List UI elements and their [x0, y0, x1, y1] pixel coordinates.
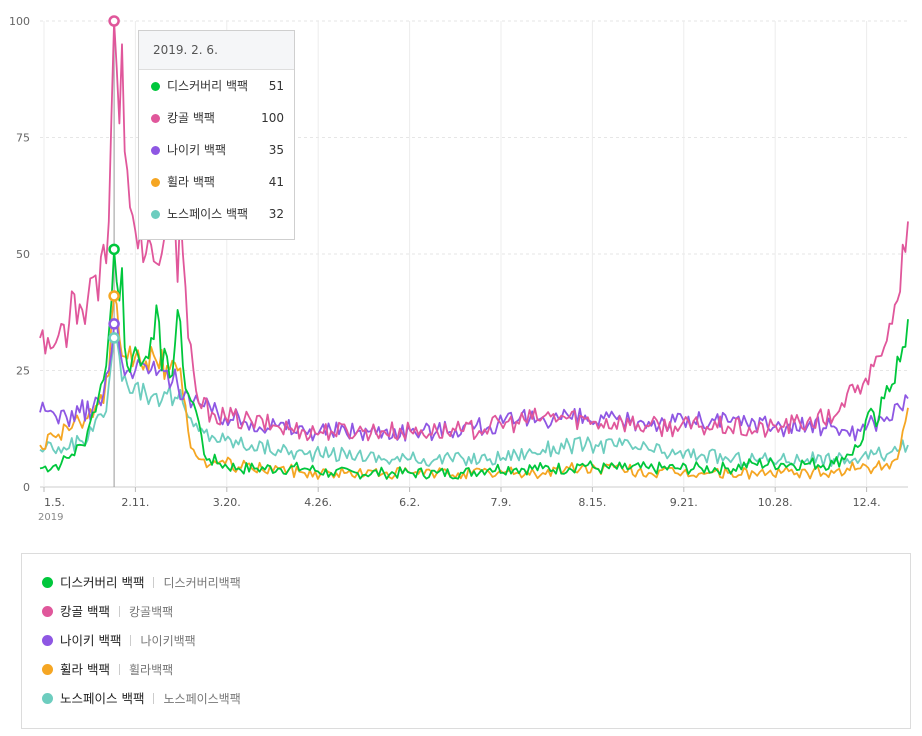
x-tick-label: 8.15.	[578, 496, 606, 509]
legend-keyword: 디스커버리백팩	[163, 576, 241, 590]
legend-item[interactable]: 나이키 백팩 나이키백팩	[42, 631, 196, 651]
legend-series-name: 나이키 백팩	[60, 633, 122, 648]
tooltip-row: 캉골 백팩 100	[139, 102, 294, 134]
tooltip-series-name: 디스커버리 백팩	[167, 79, 249, 93]
series-color-dot	[151, 178, 160, 187]
tooltip-series-value: 32	[268, 207, 284, 221]
legend-series-name: 휠라 백팩	[60, 662, 110, 677]
hover-point-marker	[108, 243, 120, 256]
y-tick-label: 25	[16, 365, 30, 378]
chart-grid	[40, 20, 908, 488]
legend-color-dot	[42, 635, 53, 646]
x-tick-label: 2.11.	[121, 496, 149, 509]
tooltip-series-value: 51	[268, 79, 284, 93]
series-color-dot	[151, 82, 160, 91]
series-line	[39, 336, 909, 468]
series-line	[39, 294, 909, 480]
legend-item[interactable]: 휠라 백팩 휠라백팩	[42, 660, 173, 680]
y-tick-label: 75	[16, 132, 30, 145]
legend-divider	[153, 693, 155, 704]
legend-color-dot	[42, 664, 53, 675]
legend-divider	[130, 635, 132, 646]
y-tick-label: 0	[23, 481, 30, 494]
legend-item[interactable]: 노스페이스 백팩 노스페이스백팩	[42, 689, 241, 709]
tooltip-series-value: 35	[268, 143, 284, 157]
tooltip-series-name: 캉골 백팩	[167, 111, 215, 125]
tooltip-row: 디스커버리 백팩 51	[139, 70, 294, 102]
legend-divider	[118, 664, 120, 675]
tooltip-row: 노스페이스 백팩 32	[139, 198, 294, 230]
x-tick-label: 1.5.	[44, 496, 65, 509]
series-line	[39, 248, 909, 480]
x-tick-label: 10.28.	[758, 496, 793, 509]
legend-keyword: 휠라백팩	[128, 663, 174, 677]
legend-divider	[118, 606, 120, 617]
legend-item[interactable]: 디스커버리 백팩 디스커버리백팩	[42, 573, 241, 593]
legend-keyword: 노스페이스백팩	[163, 692, 241, 706]
hover-point-marker	[108, 332, 120, 344]
series-line	[39, 20, 909, 442]
tooltip-row: 나이키 백팩 35	[139, 134, 294, 166]
x-axis-ticks: 1.5. 2.11. 3.20. 4.26. 6.2. 7.9. 8.15. 9.21. 10.…	[38, 487, 881, 523]
tooltip-row: 휠라 백팩 41	[139, 166, 294, 198]
legend-color-dot	[42, 693, 53, 704]
series-line	[39, 320, 909, 442]
tooltip-date: 2019. 2. 6.	[139, 31, 294, 70]
legend-series-name: 디스커버리 백팩	[60, 575, 145, 590]
line-chart: 0 25 50 75 100 1.5. 2.11. 3.20. 4.26. 6.2. 7.9. 8.…	[9, 15, 909, 523]
legend-series-name: 노스페이스 백팩	[60, 691, 145, 706]
y-tick-label: 50	[16, 248, 30, 261]
x-tick-label: 12.4.	[853, 496, 881, 509]
hover-point-marker	[108, 290, 120, 302]
x-year-label: 2019	[38, 512, 63, 523]
legend-color-dot	[42, 606, 53, 617]
legend-series-name: 캉골 백팩	[60, 604, 110, 619]
tooltip-series-value: 41	[268, 175, 284, 189]
tooltip-series-name: 노스페이스 백팩	[167, 207, 249, 221]
x-tick-label: 7.9.	[491, 496, 512, 509]
hover-point-marker	[108, 15, 120, 27]
series-color-dot	[151, 146, 160, 155]
legend-keyword: 캉골백팩	[128, 605, 174, 619]
x-tick-label: 9.21.	[670, 496, 698, 509]
y-tick-label: 100	[9, 15, 30, 28]
legend-color-dot	[42, 577, 53, 588]
series-lines	[39, 20, 909, 480]
series-color-dot	[151, 114, 160, 123]
x-tick-label: 3.20.	[213, 496, 241, 509]
tooltip-series-value: 100	[261, 111, 284, 125]
legend-item[interactable]: 캉골 백팩 캉골백팩	[42, 602, 173, 622]
hover-markers	[108, 15, 120, 344]
x-tick-label: 4.26.	[304, 496, 332, 509]
chart-legend: 디스커버리 백팩 디스커버리백팩 캉골 백팩 캉골백팩 나이키 백팩 나이키백팩 휠라…	[21, 553, 911, 729]
legend-keyword: 나이키백팩	[140, 634, 196, 648]
hover-point-marker	[108, 318, 120, 330]
x-tick-label: 6.2.	[399, 496, 420, 509]
hover-tooltip: 2019. 2. 6. 디스커버리 백팩 51 캉골 백팩 100 나이키 백팩…	[138, 30, 295, 240]
legend-divider	[153, 577, 155, 588]
series-color-dot	[151, 210, 160, 219]
y-axis-ticks: 0 25 50 75 100	[9, 15, 30, 494]
tooltip-series-name: 나이키 백팩	[167, 143, 227, 157]
tooltip-series-name: 휠라 백팩	[167, 175, 215, 189]
